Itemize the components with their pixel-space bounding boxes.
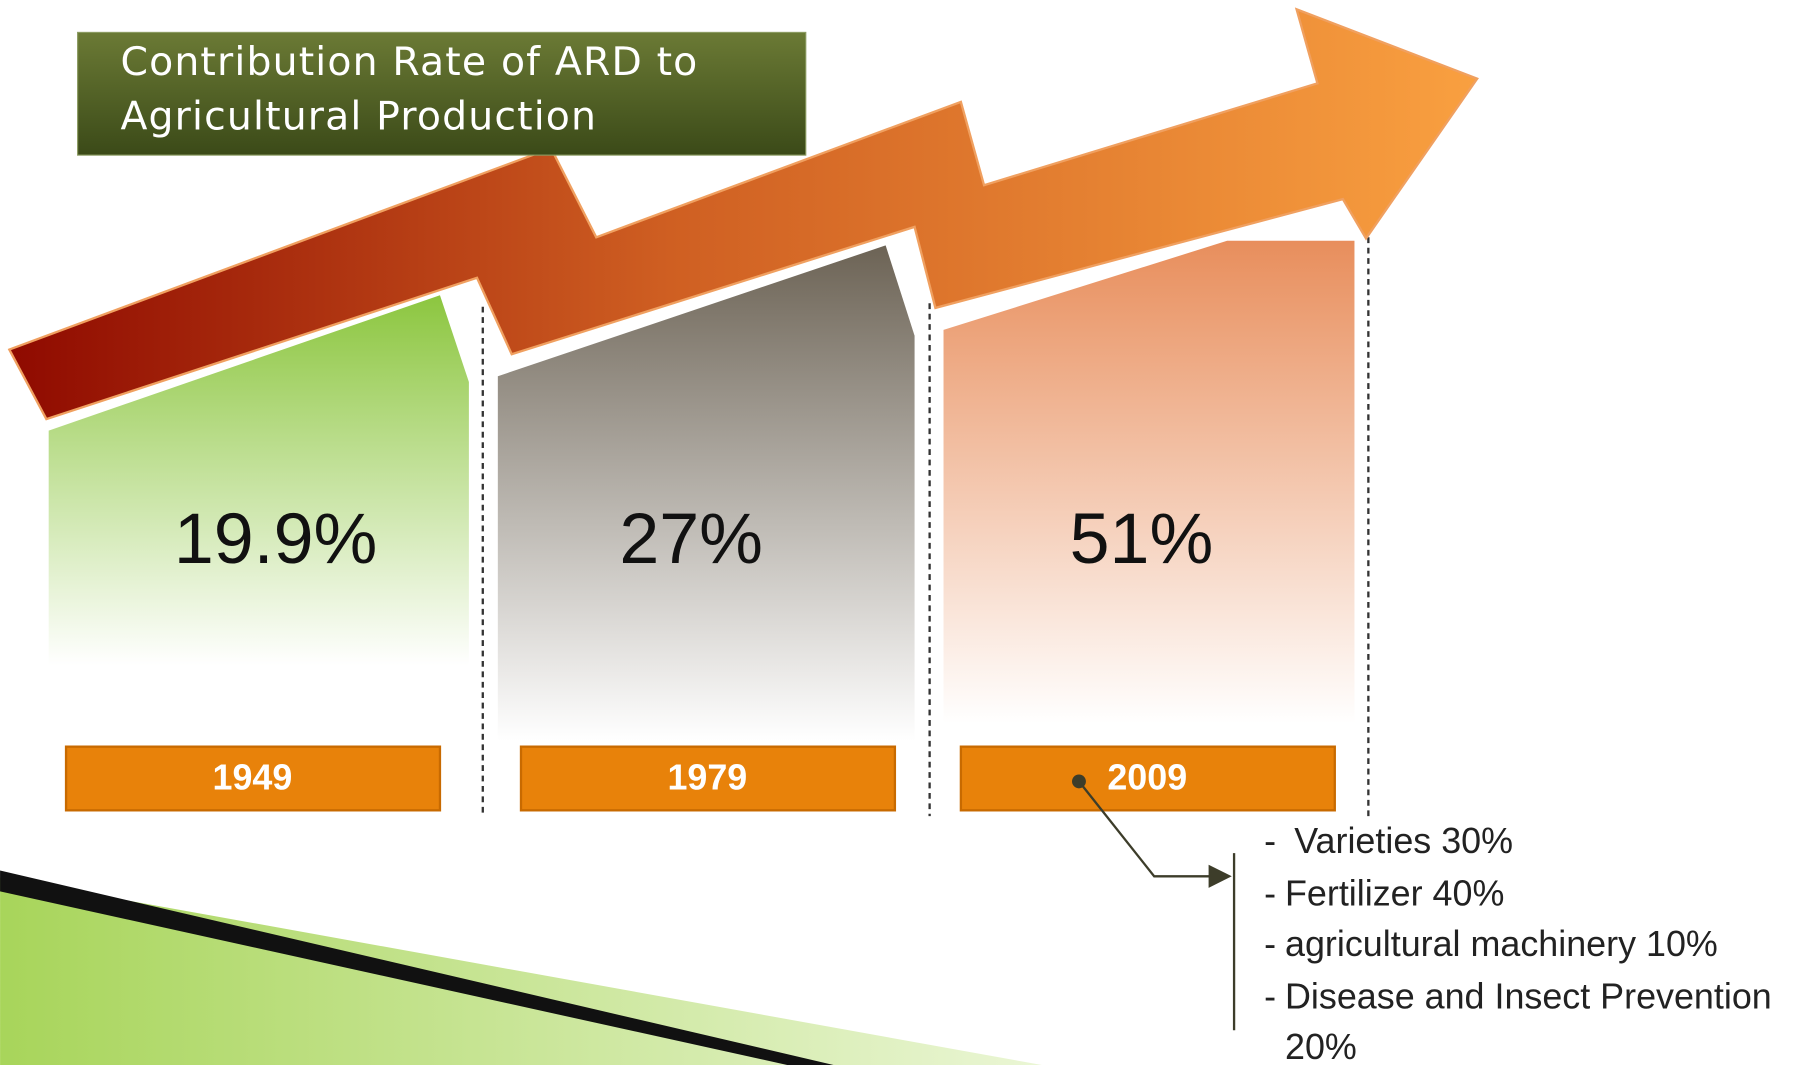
- rate-value: 27%: [619, 499, 763, 579]
- bullet: -: [1264, 919, 1285, 971]
- rate-value: 19.9%: [174, 499, 378, 579]
- breakdown-wrap: -Varieties 30%-Fertilizer 40%-agricultur…: [1264, 816, 1806, 1065]
- breakdown-item: -Fertilizer 40%: [1264, 868, 1806, 920]
- breakdown-text: Fertilizer 40%: [1285, 868, 1504, 920]
- breakdown-list: -Varieties 30%-Fertilizer 40%-agricultur…: [1264, 816, 1806, 1065]
- year-label: 1949: [213, 758, 293, 798]
- breakdown-text: Varieties 30%: [1285, 816, 1513, 868]
- slide: Contribution Rate of ARD to Agricultural…: [0, 0, 1806, 1065]
- bullet: -: [1264, 816, 1285, 868]
- breakdown-item: -Disease and Insect Prevention 20%: [1264, 971, 1806, 1065]
- breakdown-text: Disease and Insect Prevention 20%: [1285, 971, 1806, 1065]
- panel-bg: [944, 241, 1355, 724]
- year-label: 2009: [1107, 758, 1187, 798]
- breakdown-item: -Varieties 30%: [1264, 816, 1806, 868]
- swoosh: [0, 877, 1042, 1065]
- title-wrap: Contribution Rate of ARD to Agricultural…: [93, 32, 799, 155]
- year-label: 1979: [667, 758, 747, 798]
- bullet: -: [1264, 971, 1285, 1065]
- rate-value: 51%: [1070, 499, 1214, 579]
- bullet: -: [1264, 868, 1285, 920]
- breakdown-text: agricultural machinery 10%: [1285, 919, 1718, 971]
- breakdown-item: -agricultural machinery 10%: [1264, 919, 1806, 971]
- title: Contribution Rate of ARD to Agricultural…: [93, 32, 799, 144]
- page: Contribution Rate of ARD to Agricultural…: [0, 0, 1806, 1065]
